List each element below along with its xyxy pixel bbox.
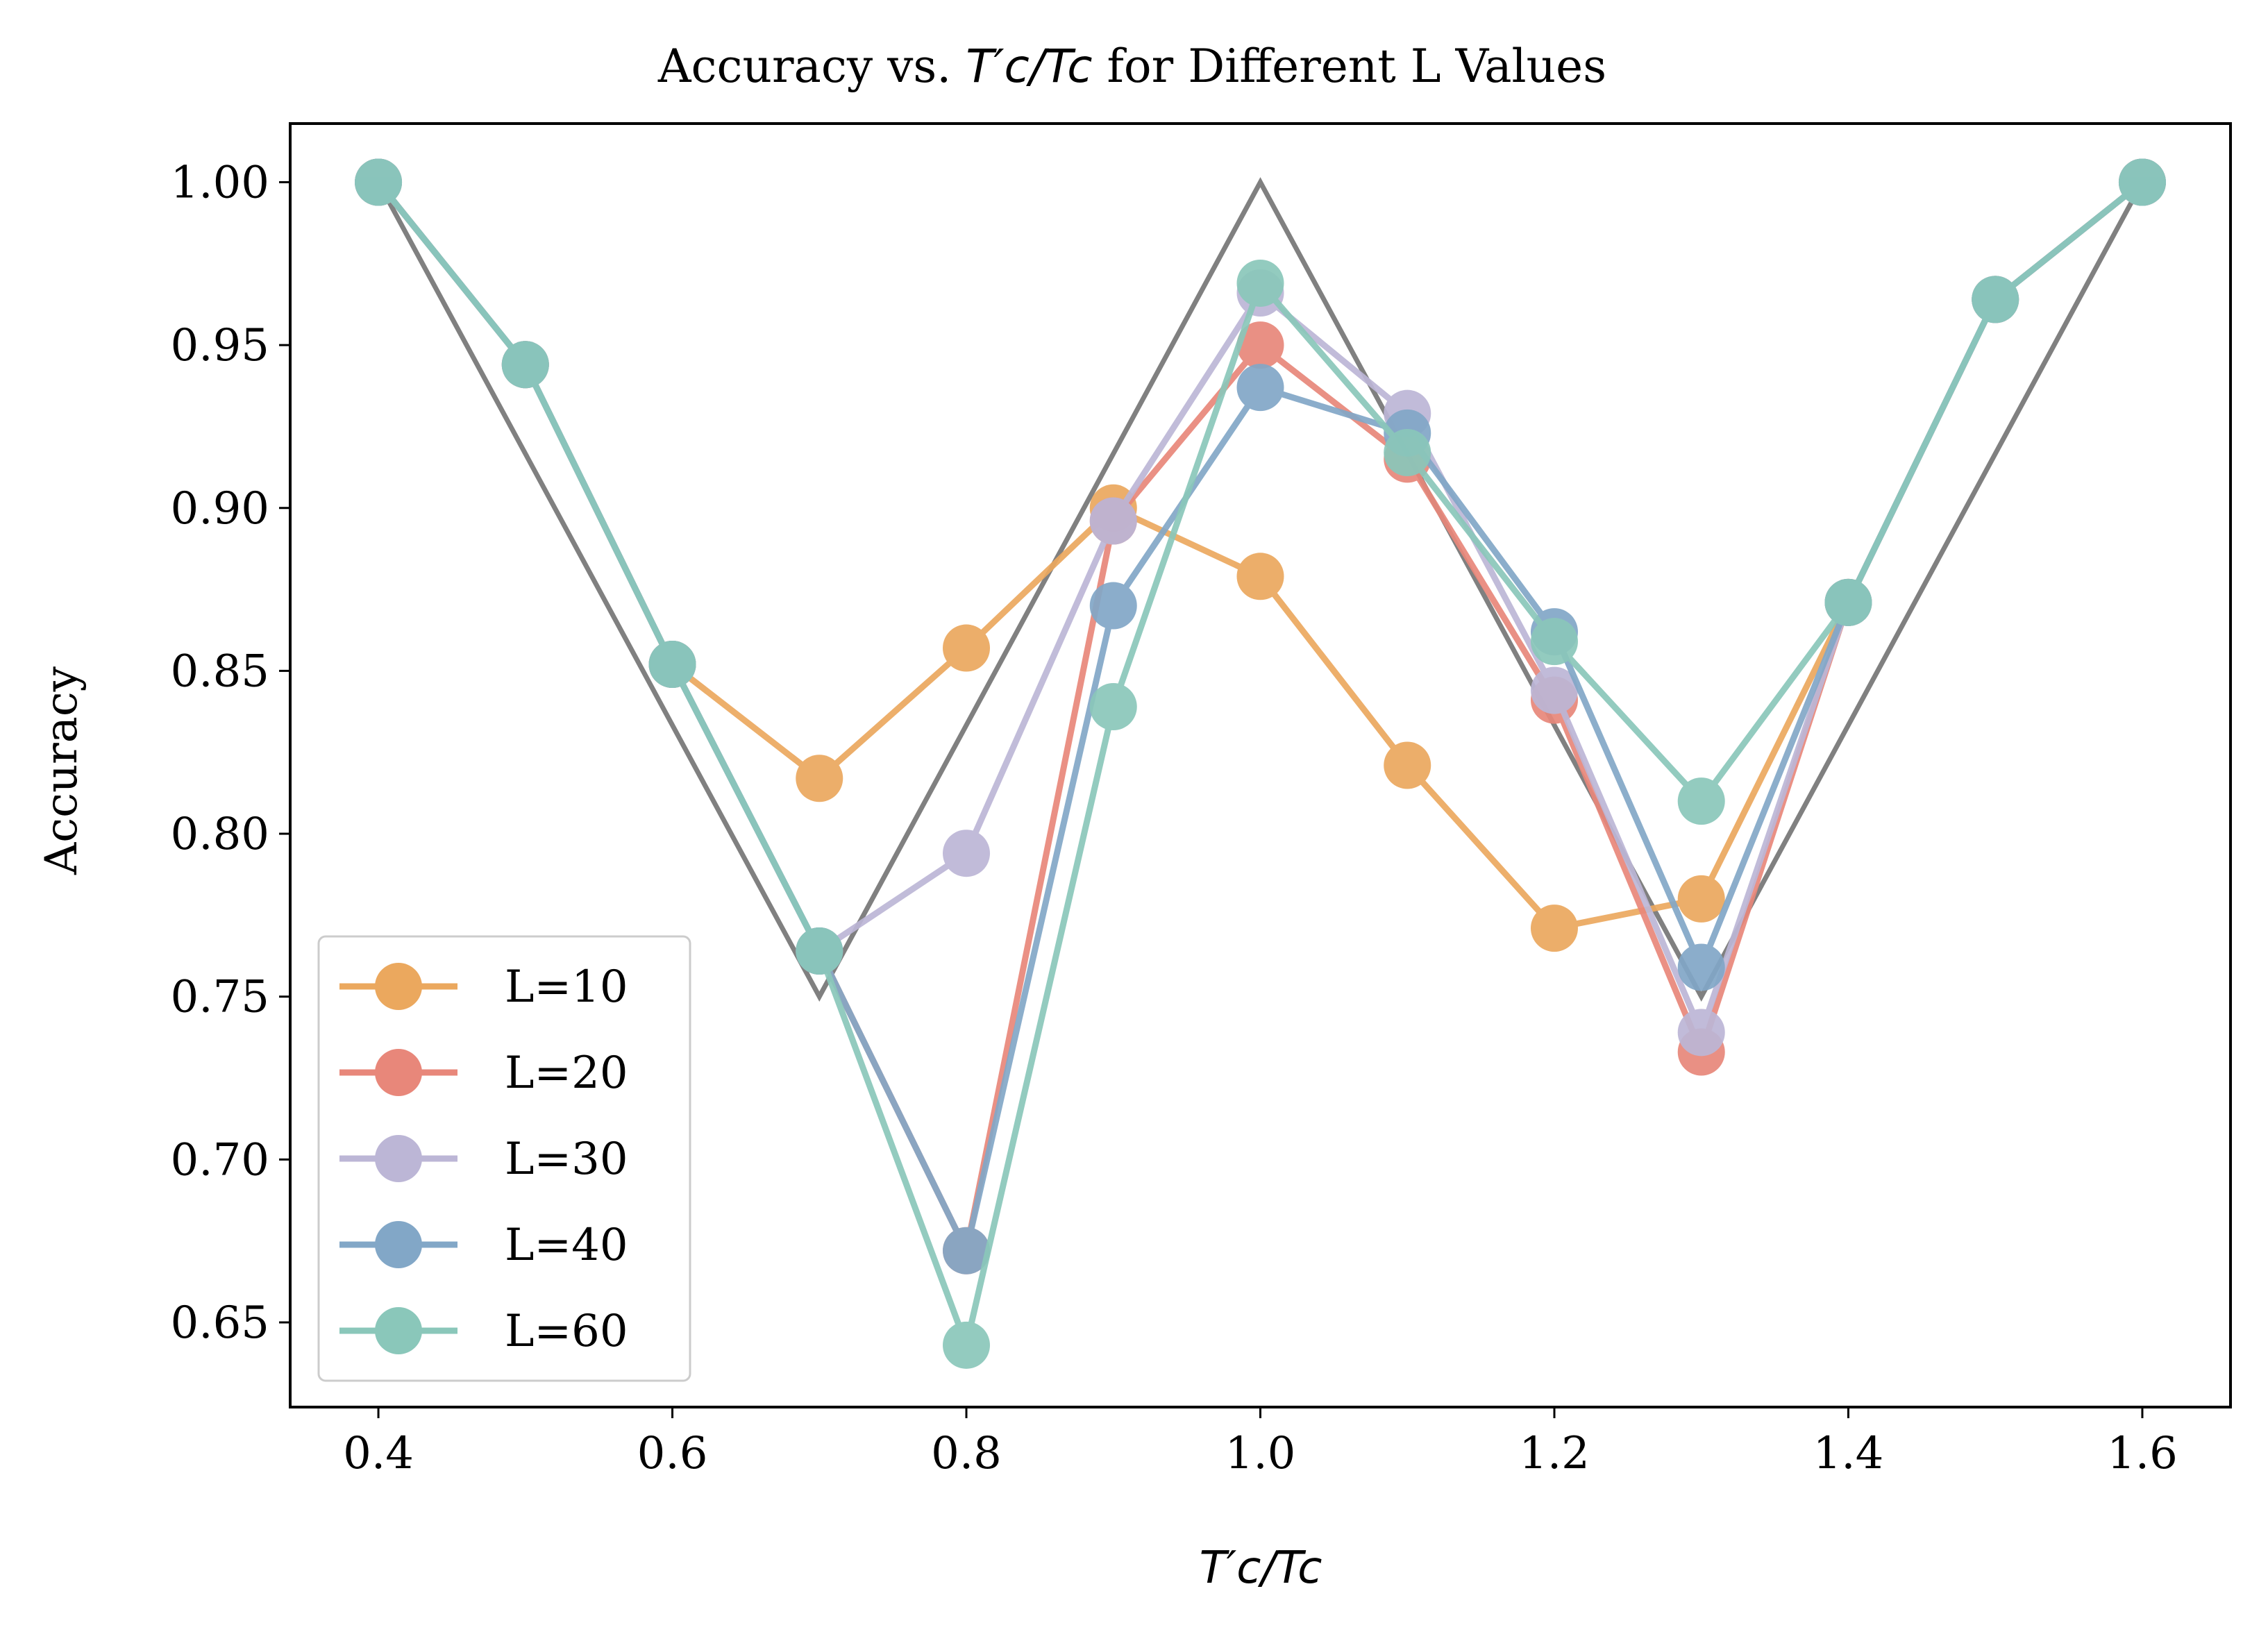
y-tick-label: 0.90 — [171, 483, 270, 535]
legend-label: L=40 — [505, 1220, 628, 1271]
data-point — [1384, 741, 1431, 789]
legend-swatch-marker — [375, 1221, 422, 1268]
data-point — [796, 927, 843, 975]
data-point — [796, 755, 843, 802]
data-point — [355, 158, 403, 206]
legend-label: L=20 — [505, 1048, 628, 1099]
y-tick-label: 0.75 — [171, 972, 270, 1023]
data-point — [1677, 1009, 1725, 1057]
x-tick-label: 1.0 — [1225, 1428, 1296, 1479]
data-point — [2118, 158, 2166, 206]
data-point — [501, 341, 549, 389]
data-point — [1089, 582, 1137, 630]
legend-swatch-marker — [375, 1135, 422, 1182]
plot-frame — [289, 122, 2232, 1408]
legend-label: L=30 — [505, 1134, 628, 1185]
legend-swatch-marker — [375, 1307, 422, 1354]
data-point — [1236, 259, 1284, 307]
data-point — [1089, 497, 1137, 545]
data-point — [1236, 321, 1284, 369]
reference-line — [376, 177, 2145, 1002]
reference-polyline — [376, 177, 2145, 1002]
x-tick-label: 0.6 — [637, 1428, 708, 1479]
legend-box — [317, 935, 691, 1382]
data-point — [1677, 875, 1725, 923]
x-tick-label: 1.4 — [1813, 1428, 1884, 1479]
chart-title: Accuracy vs. T′c/Tc for Different L Valu… — [657, 40, 1606, 93]
data-point — [943, 1227, 991, 1275]
x-tick-label: 0.4 — [343, 1428, 414, 1479]
y-tick-label: 0.70 — [171, 1134, 270, 1186]
data-point — [648, 641, 696, 689]
y-tick-label: 0.80 — [171, 809, 270, 860]
data-point — [1530, 905, 1578, 952]
y-tick-label: 0.95 — [171, 320, 270, 371]
series-layer — [355, 158, 2166, 1369]
axis-ticks: 0.4 0.6 0.8 1.0 1.2 1.4 1.6 0.65 0.70 0.75 0.80 0.8… — [171, 157, 2178, 1479]
x-tick-label: 0.8 — [931, 1428, 1002, 1479]
x-tick-label: 1.2 — [1519, 1428, 1590, 1479]
legend-label: L=60 — [505, 1306, 628, 1357]
data-point — [943, 1321, 991, 1369]
data-point — [1530, 666, 1578, 714]
x-axis-label: T′c/Tc — [1200, 1542, 1322, 1594]
x-tick-label: 1.6 — [2107, 1428, 2178, 1479]
data-point — [1236, 364, 1284, 412]
data-point — [1384, 428, 1431, 476]
y-tick-label: 0.65 — [171, 1297, 270, 1349]
legend-label: L=10 — [505, 961, 628, 1013]
data-point — [1530, 618, 1578, 666]
data-point — [943, 830, 991, 877]
data-point — [943, 624, 991, 672]
legend-swatch-marker — [375, 963, 422, 1010]
data-point — [1824, 578, 1872, 626]
data-point — [1236, 553, 1284, 600]
y-axis-label: Accuracy — [36, 666, 87, 875]
legend: L=10 L=20 L=30 L=40 L=60 — [317, 935, 691, 1382]
y-tick-label: 0.85 — [171, 646, 270, 697]
data-point — [1089, 683, 1137, 731]
data-point — [1677, 777, 1725, 825]
legend-swatch-marker — [375, 1049, 422, 1096]
series-l60 — [355, 158, 2166, 1369]
data-point — [1972, 276, 2019, 323]
data-point — [1677, 943, 1725, 991]
y-tick-label: 1.00 — [171, 157, 270, 208]
